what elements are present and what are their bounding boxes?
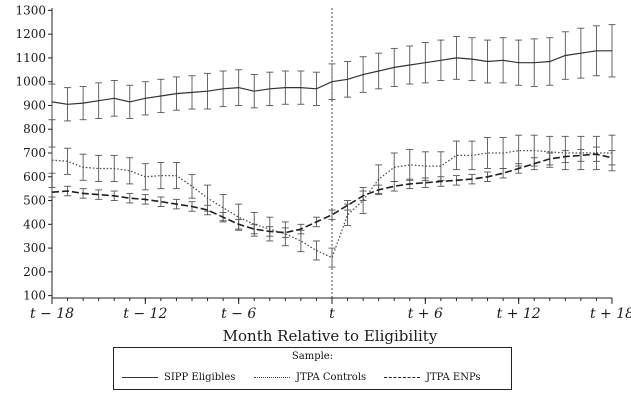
y-tick-label: 100: [23, 289, 46, 303]
y-tick-label: 1000: [15, 75, 46, 89]
legend-swatch-dotted: [254, 377, 290, 378]
legend-label-controls: JTPA Controls: [296, 372, 367, 383]
x-axis-title: Month Relative to Eligibility: [223, 327, 438, 345]
x-tick-label: t + 12: [497, 306, 541, 322]
x-tick-label: t + 6: [408, 306, 443, 322]
y-tick-label: 200: [23, 265, 46, 279]
x-tick-label: t − 12: [123, 306, 167, 322]
y-tick-label: 500: [23, 194, 46, 208]
legend: Sample: SIPP Eligibles JTPA Controls JTP…: [113, 347, 512, 390]
y-tick-label: 1300: [15, 3, 46, 17]
x-tick-label: t − 6: [221, 306, 256, 322]
legend-title: Sample:: [291, 351, 334, 362]
y-tick-label: 600: [23, 170, 46, 184]
series-line: [51, 153, 613, 234]
y-tick-label: 300: [23, 241, 46, 255]
legend-item-enps: JTPA ENPs: [384, 371, 481, 385]
x-tick-label: t: [329, 306, 335, 322]
legend-swatch-solid: [122, 377, 158, 378]
y-tick-label: 800: [23, 122, 46, 136]
legend-label-sipp: SIPP Eligibles: [164, 372, 236, 383]
y-tick-label: 900: [23, 98, 46, 112]
y-tick-label: 400: [23, 217, 46, 231]
x-tick-label: t + 18: [590, 306, 631, 322]
legend-label-enps: JTPA ENPs: [426, 372, 481, 383]
legend-row: SIPP Eligibles JTPA Controls JTPA ENPs: [114, 371, 511, 385]
x-tick-label: t − 18: [30, 306, 74, 322]
series-line: [51, 150, 612, 259]
y-tick-label: 1200: [15, 27, 46, 41]
legend-swatch-dashed: [384, 377, 420, 378]
axis-layer: 100 200 300 400 500 600 700 800 900 1000 1100 1200 1…: [15, 3, 631, 322]
series-line: [51, 50, 612, 105]
y-tick-label: 700: [23, 146, 46, 160]
legend-item-sipp: SIPP Eligibles: [122, 371, 235, 385]
legend-item-controls: JTPA Controls: [254, 371, 366, 385]
series-layer: [48, 24, 616, 268]
y-tick-label: 1100: [15, 51, 46, 65]
